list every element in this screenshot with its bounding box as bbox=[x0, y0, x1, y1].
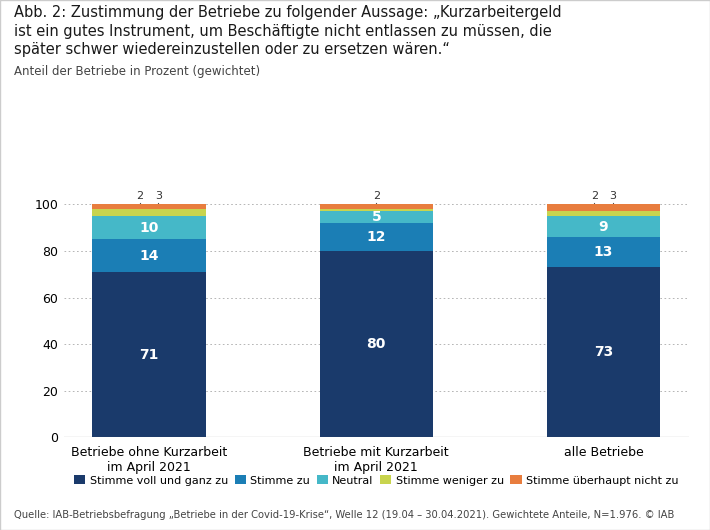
Text: 12: 12 bbox=[366, 230, 386, 244]
Bar bbox=[320, 205, 433, 209]
Text: ist ein gutes Instrument, um Beschäftigte nicht entlassen zu müssen, die: ist ein gutes Instrument, um Beschäftigt… bbox=[14, 24, 552, 39]
Legend: Stimme voll und ganz zu, Stimme zu, Neutral, Stimme weniger zu, Stimme überhaupt: Stimme voll und ganz zu, Stimme zu, Neut… bbox=[74, 475, 679, 485]
Text: 3: 3 bbox=[609, 191, 616, 201]
Bar bbox=[547, 205, 660, 211]
Text: 13: 13 bbox=[594, 245, 613, 259]
Bar bbox=[92, 216, 206, 240]
Text: 5: 5 bbox=[371, 210, 381, 224]
Bar bbox=[320, 223, 433, 251]
Text: 2: 2 bbox=[373, 191, 380, 201]
Text: 10: 10 bbox=[139, 220, 159, 235]
Text: später schwer wiedereinzustellen oder zu ersetzen wären.“: später schwer wiedereinzustellen oder zu… bbox=[14, 42, 450, 57]
Bar bbox=[92, 205, 206, 209]
Text: Anteil der Betriebe in Prozent (gewichtet): Anteil der Betriebe in Prozent (gewichte… bbox=[14, 65, 261, 78]
Bar bbox=[547, 216, 660, 237]
Text: 2: 2 bbox=[591, 191, 598, 201]
Text: 3: 3 bbox=[155, 191, 162, 201]
Bar bbox=[92, 240, 206, 272]
Text: 14: 14 bbox=[139, 249, 159, 263]
Bar bbox=[547, 267, 660, 437]
Bar bbox=[92, 209, 206, 216]
Bar bbox=[320, 209, 433, 211]
Text: Abb. 2: Zustimmung der Betriebe zu folgender Aussage: „Kurzarbeitergeld: Abb. 2: Zustimmung der Betriebe zu folge… bbox=[14, 5, 562, 20]
Bar bbox=[547, 237, 660, 267]
Text: Quelle: IAB-Betriebsbefragung „Betriebe in der Covid-19-Krise“, Welle 12 (19.04 : Quelle: IAB-Betriebsbefragung „Betriebe … bbox=[14, 510, 674, 520]
Bar bbox=[92, 272, 206, 437]
Bar bbox=[547, 211, 660, 216]
Text: 80: 80 bbox=[366, 337, 386, 351]
Bar bbox=[320, 211, 433, 223]
Bar bbox=[320, 251, 433, 437]
Text: 73: 73 bbox=[594, 345, 613, 359]
Text: 2: 2 bbox=[136, 191, 143, 201]
Text: 9: 9 bbox=[599, 219, 608, 234]
Text: 71: 71 bbox=[139, 348, 159, 361]
